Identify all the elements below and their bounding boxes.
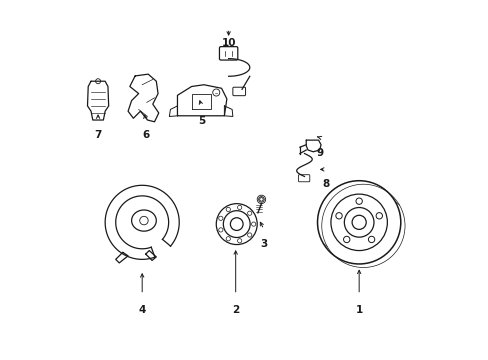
Text: 9: 9 — [316, 148, 323, 158]
Text: 4: 4 — [138, 305, 145, 315]
Text: 8: 8 — [322, 179, 328, 189]
Text: 10: 10 — [221, 38, 235, 48]
Text: 1: 1 — [355, 305, 362, 315]
Text: 7: 7 — [94, 130, 102, 140]
Text: 2: 2 — [232, 305, 239, 315]
Text: 5: 5 — [198, 116, 204, 126]
Text: 6: 6 — [142, 130, 149, 140]
Text: 3: 3 — [260, 239, 267, 249]
